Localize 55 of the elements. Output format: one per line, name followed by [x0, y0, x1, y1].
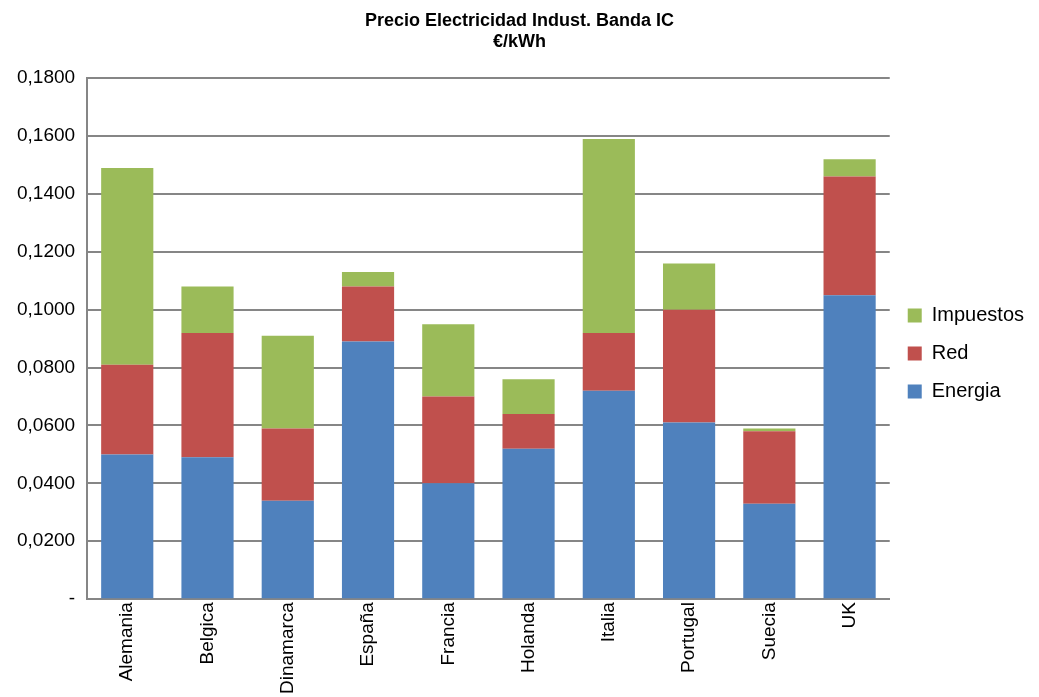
bar [743, 503, 796, 599]
bar [662, 263, 716, 310]
bar [261, 335, 314, 429]
y-tick-label: 0,1000 [16, 297, 76, 319]
bar [582, 138, 635, 333]
legend-label: Red [931, 341, 969, 364]
legend-label: Energia [931, 379, 1002, 402]
bar [181, 286, 234, 333]
bar [502, 379, 555, 414]
bar [101, 454, 154, 599]
bar [823, 295, 876, 599]
x-tick-label: Portugal [677, 602, 699, 673]
legend-label: Impuestos [931, 303, 1024, 326]
x-tick-label: Suecia [757, 601, 779, 661]
y-tick-label: 0,1600 [16, 124, 76, 146]
bar [181, 457, 234, 599]
x-tick-label: Italia [597, 601, 619, 643]
x-tick-label: Belgica [195, 601, 217, 665]
chart-subtitle: €/kWh [492, 31, 547, 52]
bar [823, 176, 876, 296]
x-tick-label: Alemania [115, 601, 137, 682]
bar [181, 332, 234, 458]
y-tick-label: 0,1200 [16, 240, 76, 262]
bar [582, 390, 635, 599]
x-tick-label: Dinamarca [276, 601, 297, 695]
bar [502, 413, 555, 449]
bar [341, 272, 395, 287]
y-tick-label: 0,0400 [16, 471, 76, 493]
y-tick-label: - [68, 587, 76, 609]
bar [662, 422, 716, 599]
bar [422, 483, 475, 599]
bar [582, 332, 635, 391]
bar [341, 341, 395, 599]
bar [823, 159, 876, 177]
x-tick-label: Francia [436, 601, 458, 666]
bar [422, 324, 475, 397]
x-tick-label: Holanda [516, 601, 538, 673]
y-tick-label: 0,0800 [16, 355, 76, 377]
bar [743, 428, 796, 432]
bar [341, 286, 395, 342]
bar [261, 428, 314, 501]
y-tick-label: 0,1400 [16, 182, 76, 204]
bar [743, 431, 796, 504]
bar [502, 448, 555, 599]
chart-title: Precio Electricidad Indust. Banda IC [364, 9, 675, 30]
x-tick-label: España [356, 601, 378, 667]
bar [422, 396, 475, 484]
y-tick-label: 0,0600 [16, 413, 76, 435]
x-tick-label: UK [837, 601, 859, 629]
bar [101, 167, 154, 365]
y-tick-label: 0,1800 [16, 66, 76, 88]
y-tick-label: 0,0200 [16, 529, 76, 551]
bar [662, 309, 716, 423]
bar [101, 364, 154, 455]
bar [261, 500, 314, 599]
